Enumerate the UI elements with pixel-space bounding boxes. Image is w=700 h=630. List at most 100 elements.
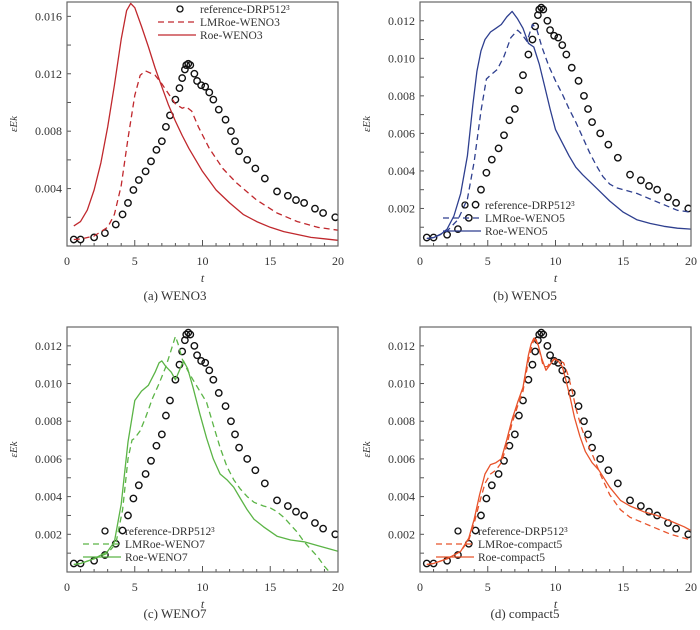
y-tick-label: 0.010 bbox=[35, 377, 62, 391]
reference-point bbox=[152, 145, 161, 154]
reference-point bbox=[101, 229, 109, 237]
reference-point bbox=[124, 199, 132, 207]
series-line-lmroe-weno3 bbox=[73, 70, 338, 241]
legend-label: Roe-WENO3 bbox=[200, 30, 263, 42]
reference-point bbox=[197, 357, 206, 365]
y-axis-label: εEk bbox=[8, 115, 20, 132]
reference-point bbox=[283, 191, 292, 200]
caption-b: (b) WENO5 bbox=[493, 288, 557, 303]
plot-frame bbox=[66, 326, 339, 573]
reference-point bbox=[515, 86, 523, 95]
reference-point bbox=[684, 530, 691, 539]
x-tick-label: 10 bbox=[197, 580, 209, 594]
reference-point bbox=[574, 76, 583, 85]
legend-label: reference-DRP512³ bbox=[200, 4, 290, 16]
reference-point bbox=[443, 230, 452, 239]
y-tick-label: 0.012 bbox=[388, 14, 415, 28]
reference-point bbox=[664, 193, 672, 202]
chart-d: 0 5 10 15 20 0.002 0.004 0.006 0.008 0.010 0.012 t ε… bbox=[361, 326, 697, 611]
reference-point bbox=[558, 41, 567, 50]
reference-point bbox=[636, 176, 645, 185]
reference-point bbox=[209, 375, 218, 384]
reference-point bbox=[162, 122, 170, 131]
reference-point bbox=[500, 456, 508, 465]
x-tick-label: 10 bbox=[197, 254, 209, 268]
reference-point bbox=[539, 330, 548, 339]
reference-point bbox=[524, 375, 533, 384]
legend-marker-reference bbox=[454, 527, 462, 535]
reference-point bbox=[300, 199, 309, 207]
reference-point bbox=[231, 137, 239, 146]
reference-point bbox=[500, 131, 508, 140]
reference-point bbox=[604, 140, 613, 149]
x-tick-label: 10 bbox=[550, 580, 562, 594]
legend-marker-reference bbox=[176, 5, 184, 13]
reference-point bbox=[596, 455, 605, 463]
reference-point bbox=[494, 470, 503, 478]
y-tick-label: 0.006 bbox=[35, 452, 62, 466]
reference-point bbox=[292, 196, 300, 204]
plot-area bbox=[69, 328, 338, 572]
y-tick-label: 0.008 bbox=[35, 124, 62, 138]
reference-point bbox=[201, 82, 210, 91]
reference-point bbox=[118, 526, 127, 535]
reference-point bbox=[251, 466, 260, 475]
x-tick-label: 5 bbox=[132, 254, 138, 268]
reference-point bbox=[134, 176, 143, 184]
reference-point bbox=[273, 187, 281, 196]
reference-point bbox=[554, 33, 563, 42]
reference-point bbox=[90, 233, 99, 242]
x-tick-label: 10 bbox=[550, 254, 562, 268]
reference-point bbox=[311, 204, 319, 213]
series-line-roe-weno3 bbox=[73, 2, 338, 241]
reference-point bbox=[134, 481, 143, 490]
reference-point bbox=[494, 144, 503, 153]
reference-point bbox=[626, 170, 634, 179]
reference-point bbox=[580, 91, 588, 100]
reference-point bbox=[186, 330, 195, 339]
reference-point bbox=[283, 502, 292, 510]
reference-point bbox=[331, 530, 338, 539]
reference-point bbox=[331, 213, 338, 222]
reference-point bbox=[672, 198, 680, 207]
reference-point bbox=[531, 347, 540, 356]
reference-point bbox=[537, 328, 546, 337]
y-tick-label: 0.008 bbox=[388, 89, 415, 103]
reference-point bbox=[537, 3, 546, 12]
legend-label: Roe-compact5 bbox=[478, 552, 545, 564]
x-axis-label: t bbox=[201, 271, 205, 285]
legend-label: LMRoe-WENO3 bbox=[200, 17, 280, 29]
reference-point bbox=[626, 496, 634, 505]
reference-point bbox=[178, 74, 187, 82]
x-tick-label: 0 bbox=[417, 254, 423, 268]
plot-area bbox=[422, 3, 691, 242]
chart-c: 0 5 10 15 20 0.002 0.004 0.006 0.008 0.010 0.012 t ε… bbox=[8, 326, 344, 611]
panel-a: 0 5 10 15 20 0.004 0.008 0.012 0.016 t εEk referenc… bbox=[0, 0, 350, 315]
reference-point bbox=[190, 341, 199, 350]
reference-point bbox=[567, 63, 576, 72]
reference-point bbox=[273, 496, 281, 505]
reference-point bbox=[477, 511, 485, 520]
reference-point bbox=[251, 164, 260, 173]
x-tick-label: 0 bbox=[64, 580, 70, 594]
legend-marker-reference bbox=[461, 201, 469, 209]
legend-label: Roe-WENO7 bbox=[125, 552, 188, 564]
legend-label: reference-DRP512³ bbox=[478, 526, 568, 538]
reference-point bbox=[596, 129, 605, 138]
reference-point bbox=[129, 494, 138, 503]
reference-point bbox=[546, 26, 554, 35]
reference-point bbox=[260, 174, 269, 183]
reference-point bbox=[539, 5, 548, 14]
reference-point bbox=[205, 366, 214, 375]
reference-point bbox=[141, 470, 150, 478]
panel-d: 0 5 10 15 20 0.002 0.004 0.006 0.008 0.010 0.012 t ε… bbox=[350, 315, 700, 630]
reference-point bbox=[193, 77, 201, 85]
reference-point bbox=[243, 155, 252, 164]
reference-point bbox=[260, 479, 269, 488]
y-tick-label: 0.008 bbox=[388, 414, 415, 428]
reference-point bbox=[653, 185, 662, 194]
reference-point bbox=[152, 441, 161, 450]
series-line-lmroe-weno7 bbox=[73, 335, 331, 572]
